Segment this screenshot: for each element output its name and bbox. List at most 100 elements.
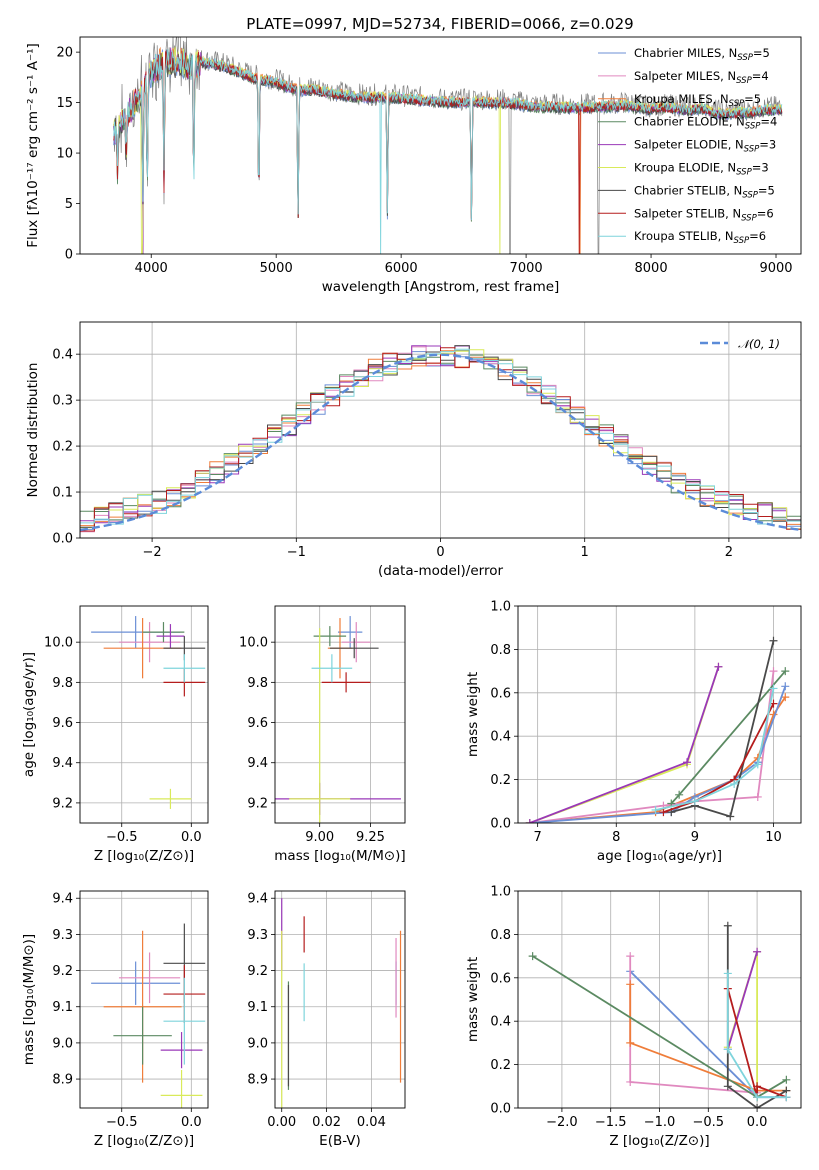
mass-vs-Z-frame xyxy=(79,890,209,1109)
mass-vs-Z-xlabel: Z [log₁₀(Z/Z⊙)] xyxy=(94,1133,194,1149)
legend-label-main: Chabrier STELIB, N xyxy=(634,183,742,197)
residuals-xtick-label: −2 xyxy=(143,545,162,560)
spectrum-xtick-label: 4000 xyxy=(135,261,168,276)
legend-label-tail: =5 xyxy=(753,46,770,60)
spectrum-ytick-label: 20 xyxy=(56,46,73,61)
residuals-legend-label: 𝒩(0, 1) xyxy=(738,337,780,351)
residuals-plot-area xyxy=(80,345,801,535)
legend-label-main: Kroupa ELODIE, N xyxy=(634,161,736,175)
legend-label-tail: =5 xyxy=(758,183,775,197)
weight-point xyxy=(782,1075,791,1084)
residuals-ytick-label: 0.3 xyxy=(52,394,73,409)
age-vs-mass-ytick-label: 9.8 xyxy=(247,676,268,691)
legend-label: Chabrier STELIB, NSSP=5 xyxy=(634,183,775,200)
legend-label-tail: =3 xyxy=(752,161,769,175)
weight-point xyxy=(769,684,778,693)
legend-label-main: Kroupa MILES, N xyxy=(634,92,729,106)
mass-vs-Z-ytick-label: 9.3 xyxy=(52,928,73,943)
weight-point xyxy=(753,1093,762,1102)
residuals-xtick-label: −1 xyxy=(287,545,306,560)
weight-point xyxy=(753,760,762,769)
mass-vs-EBV-plot-area xyxy=(281,898,402,1108)
mass-vs-Z-ytick-label: 9.4 xyxy=(52,892,73,907)
weight-point xyxy=(769,667,778,676)
histogram-kroupa-stelib xyxy=(80,348,801,528)
legend-label-sub: SSP xyxy=(744,145,760,155)
legend-label-tail: =6 xyxy=(749,229,766,243)
legend-label: Chabrier MILES, NSSP=5 xyxy=(634,46,770,63)
mass-vs-EBV-grid xyxy=(275,891,405,1108)
spectrum-ylabel: Flux [fλ10⁻¹⁷ erg cm⁻² s⁻¹ A⁻¹] xyxy=(25,43,41,248)
weight-point xyxy=(753,792,762,801)
mass-weight-vs-age-ytick-label: 0.6 xyxy=(490,686,511,701)
mass-weight-vs-Z-xtick-label: 0.0 xyxy=(747,1115,768,1130)
mass-weight-vs-Z-plot-area xyxy=(528,921,791,1108)
weight-point xyxy=(714,662,723,671)
residuals-ytick-label: 0.1 xyxy=(52,486,73,501)
legend-label-sub: SSP xyxy=(741,213,757,223)
mass-weight-vs-age-ytick-label: 0.2 xyxy=(490,773,511,788)
residuals-axes: −2 −1 0 1 2 0.0 0.1 0.2 0.3 0.4 (data-model)/error… xyxy=(25,321,802,579)
legend-label-tail: =4 xyxy=(760,115,777,129)
mass-vs-EBV-xtick-label: 0.00 xyxy=(267,1115,296,1130)
weight-point xyxy=(769,636,778,645)
weight-point xyxy=(723,1045,732,1054)
mass-weight-vs-Z-xlabel: Z [log₁₀(Z/Z⊙)] xyxy=(609,1133,709,1149)
legend-label-tail: =5 xyxy=(744,92,761,106)
legend-label-sub: SSP xyxy=(742,190,758,200)
mass-vs-EBV-xlabel: E(B-V) xyxy=(319,1133,361,1149)
spectrum-xtick-label: 8000 xyxy=(635,261,668,276)
spectrum-axes: 4000 5000 6000 7000 8000 9000 0 5 10 15 20 waveleng… xyxy=(25,36,802,295)
age-vs-Z-ytick-label: 9.6 xyxy=(52,716,73,731)
residuals-ylabel: Normed distribution xyxy=(25,363,41,498)
mass-weight-vs-Z-xtick-label: −1.0 xyxy=(644,1115,676,1130)
legend-label: Salpeter ELODIE, NSSP=3 xyxy=(634,138,776,155)
weight-point xyxy=(626,1077,635,1086)
weight-line-chabrier-stelib xyxy=(671,640,775,818)
age-vs-mass-xtick-label: 9.25 xyxy=(356,830,385,845)
mass-weight-vs-age-xtick-label: 8 xyxy=(612,830,620,845)
weight-point xyxy=(675,790,684,799)
spectrum-xtick-label: 9000 xyxy=(759,261,792,276)
spectrum-ytick-label: 5 xyxy=(65,197,73,212)
mass-weight-vs-Z-axes: −2.0 −1.5 −1.0 −0.5 0.0 0.0 0.2 0.4 0.6 0.8 1.0 Z [… xyxy=(465,885,802,1149)
legend-label-main: Chabrier ELODIE, N xyxy=(634,115,745,129)
weight-line-kroupa-elodie xyxy=(726,951,758,1098)
legend-label-tail: =6 xyxy=(757,206,774,220)
mass-weight-vs-age-ytick-label: 1.0 xyxy=(490,600,511,615)
legend-label: Chabrier ELODIE, NSSP=4 xyxy=(634,115,777,132)
age-vs-Z-ytick-label: 9.4 xyxy=(52,756,73,771)
model-spectrum-kroupa-stelib xyxy=(113,49,783,254)
weight-point xyxy=(659,808,668,817)
mass-vs-EBV-xtick-label: 0.02 xyxy=(312,1115,341,1130)
legend-label: Kroupa MILES, NSSP=5 xyxy=(634,92,761,109)
weight-point xyxy=(525,819,534,823)
residuals-xlabel: (data-model)/error xyxy=(378,563,504,579)
legend-label-main: Salpeter MILES, N xyxy=(634,69,736,83)
mass-weight-vs-age-ytick-label: 0.4 xyxy=(490,730,511,745)
mass-vs-Z-axes: −0.5 0.0 8.9 9.0 9.1 9.2 9.3 9.4 Z [log₁₀(Z/Z⊙)]… xyxy=(21,890,209,1149)
mass-weight-vs-age-xtick-label: 9 xyxy=(691,830,699,845)
mass-weight-vs-Z-ytick-label: 0.8 xyxy=(490,928,511,943)
mass-vs-Z-ytick-label: 9.2 xyxy=(52,964,73,979)
mass-vs-Z-plot-area xyxy=(91,923,206,1108)
spectrum-xtick-label: 7000 xyxy=(510,261,543,276)
weight-point xyxy=(753,1082,762,1091)
mass-vs-Z-ylabel: mass [log₁₀(M/M⊙)] xyxy=(21,934,37,1065)
age-vs-mass-ytick-label: 9.6 xyxy=(247,716,268,731)
mass-weight-vs-age-xtick-label: 7 xyxy=(534,830,542,845)
mass-weight-vs-Z-ytick-label: 0.6 xyxy=(490,971,511,986)
mass-weight-vs-Z-ylabel: mass weight xyxy=(465,957,481,1042)
mass-weight-vs-Z-ytick-label: 0.0 xyxy=(490,1102,511,1117)
weight-point xyxy=(683,758,692,767)
mass-vs-Z-xtick-label: −0.5 xyxy=(106,1115,138,1130)
weight-point xyxy=(781,682,790,691)
weight-point xyxy=(626,980,635,989)
weight-point xyxy=(781,693,790,702)
weight-line-salpeter-stelib xyxy=(663,703,775,813)
mass-vs-Z-ytick-label: 9.0 xyxy=(52,1036,73,1051)
age-vs-Z-axes: −0.5 0.0 9.2 9.4 9.6 9.8 10.0 Z [log₁₀(Z/Z⊙)] ag… xyxy=(21,605,209,864)
age-vs-mass-frame xyxy=(274,605,406,824)
weight-point xyxy=(781,667,790,676)
